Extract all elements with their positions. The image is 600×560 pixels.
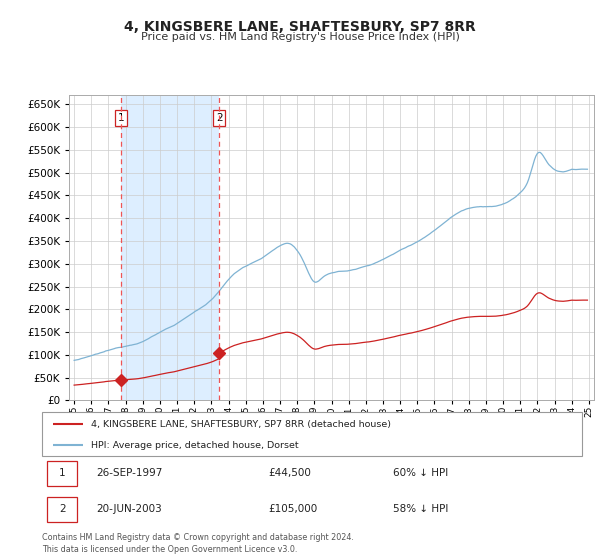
Text: 2: 2 xyxy=(59,505,65,515)
Text: 2: 2 xyxy=(216,113,223,123)
Text: £44,500: £44,500 xyxy=(269,468,311,478)
Text: HPI: Average price, detached house, Dorset: HPI: Average price, detached house, Dors… xyxy=(91,441,298,450)
Bar xyxy=(121,95,219,400)
Text: £105,000: £105,000 xyxy=(269,505,318,515)
Text: 1: 1 xyxy=(59,468,65,478)
Text: 1: 1 xyxy=(118,113,124,123)
Text: 4, KINGSBERE LANE, SHAFTESBURY, SP7 8RR: 4, KINGSBERE LANE, SHAFTESBURY, SP7 8RR xyxy=(124,20,476,34)
Text: 58% ↓ HPI: 58% ↓ HPI xyxy=(393,505,448,515)
Text: Contains HM Land Registry data © Crown copyright and database right 2024.
This d: Contains HM Land Registry data © Crown c… xyxy=(42,533,354,554)
Bar xyxy=(47,461,77,486)
Text: 20-JUN-2003: 20-JUN-2003 xyxy=(96,505,162,515)
Text: Price paid vs. HM Land Registry's House Price Index (HPI): Price paid vs. HM Land Registry's House … xyxy=(140,32,460,42)
Bar xyxy=(47,497,77,522)
Text: 4, KINGSBERE LANE, SHAFTESBURY, SP7 8RR (detached house): 4, KINGSBERE LANE, SHAFTESBURY, SP7 8RR … xyxy=(91,419,391,428)
Text: 26-SEP-1997: 26-SEP-1997 xyxy=(96,468,163,478)
Text: 60% ↓ HPI: 60% ↓ HPI xyxy=(393,468,448,478)
